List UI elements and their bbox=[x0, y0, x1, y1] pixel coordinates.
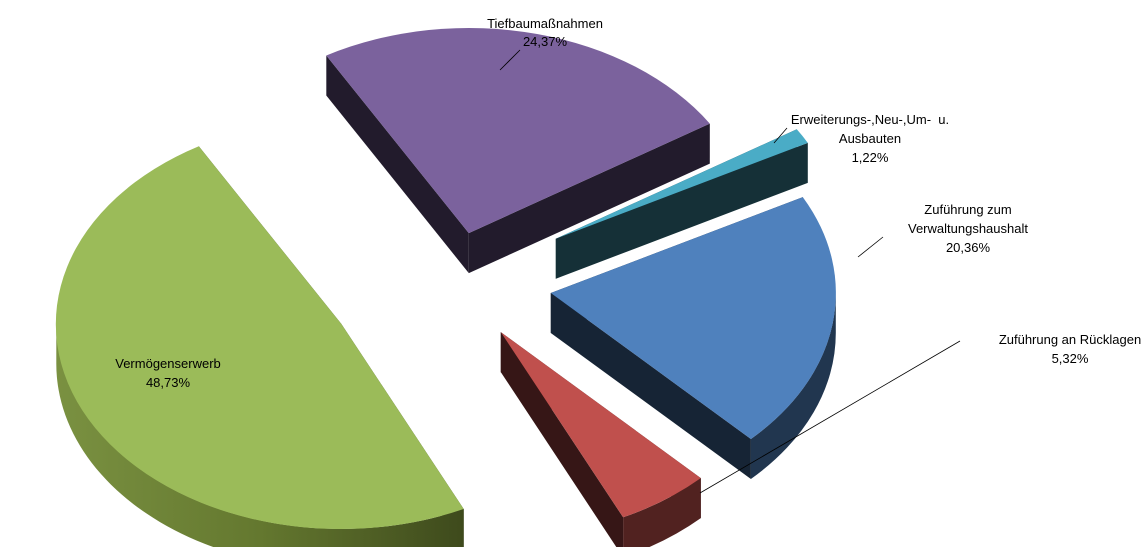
pie-slice-wall bbox=[550, 293, 751, 479]
data-label-3: Zuführung zum Verwaltungshaushalt 20,36% bbox=[857, 202, 1028, 258]
leader-line bbox=[857, 236, 884, 258]
pie-slice-2 bbox=[555, 129, 808, 279]
data-label-category: Erweiterungs-,Neu-,Um- u. bbox=[791, 112, 949, 127]
data-label-1: Tiefbaumaßnahmen 24,37% bbox=[487, 16, 603, 71]
data-label-4: Zuführung an Rücklagen 5,32% bbox=[699, 332, 1141, 494]
data-label-2: Erweiterungs-,Neu-,Um- u. Ausbauten 1,22% bbox=[773, 112, 949, 165]
leader-line bbox=[499, 49, 521, 71]
pie-slice-wall bbox=[500, 332, 624, 547]
pie-slice-wall bbox=[326, 55, 469, 274]
pie-slice-3 bbox=[550, 197, 836, 479]
data-label-value: 5,32% bbox=[1052, 351, 1089, 366]
pie-slice-4 bbox=[500, 332, 701, 547]
leader-line bbox=[773, 127, 788, 144]
pie-slice-side bbox=[750, 293, 836, 479]
data-label-value: 24,37% bbox=[523, 34, 568, 49]
data-label-category: Vermögenserwerb bbox=[115, 356, 221, 371]
data-label-value: 48,73% bbox=[146, 375, 191, 390]
pie-slice-top bbox=[55, 146, 464, 530]
data-label-category: Tiefbaumaßnahmen bbox=[487, 16, 603, 31]
leader-line bbox=[699, 340, 961, 494]
pie-slice-side bbox=[623, 478, 701, 547]
pie-slice-top bbox=[326, 28, 710, 234]
pie-slice-top bbox=[550, 197, 836, 439]
pie-slice-top bbox=[555, 129, 808, 239]
pie-slice-wall bbox=[468, 123, 710, 274]
data-label-value: 1,22% bbox=[852, 150, 889, 165]
pie-slice-1 bbox=[326, 28, 710, 274]
data-label-value: 20,36% bbox=[946, 240, 991, 255]
data-label-category: Zuführung an Rücklagen bbox=[999, 332, 1141, 347]
data-label-category: Ausbauten bbox=[839, 131, 901, 146]
pie-slice-5 bbox=[55, 146, 464, 547]
data-label-5: Vermögenserwerb 48,73% bbox=[115, 356, 221, 390]
pie-slice-wall bbox=[555, 142, 808, 279]
pie-slice-top bbox=[500, 332, 701, 518]
pie-slice-side bbox=[56, 323, 464, 547]
data-label-category: Verwaltungshaushalt bbox=[908, 221, 1028, 236]
data-label-category: Zuführung zum bbox=[924, 202, 1011, 217]
